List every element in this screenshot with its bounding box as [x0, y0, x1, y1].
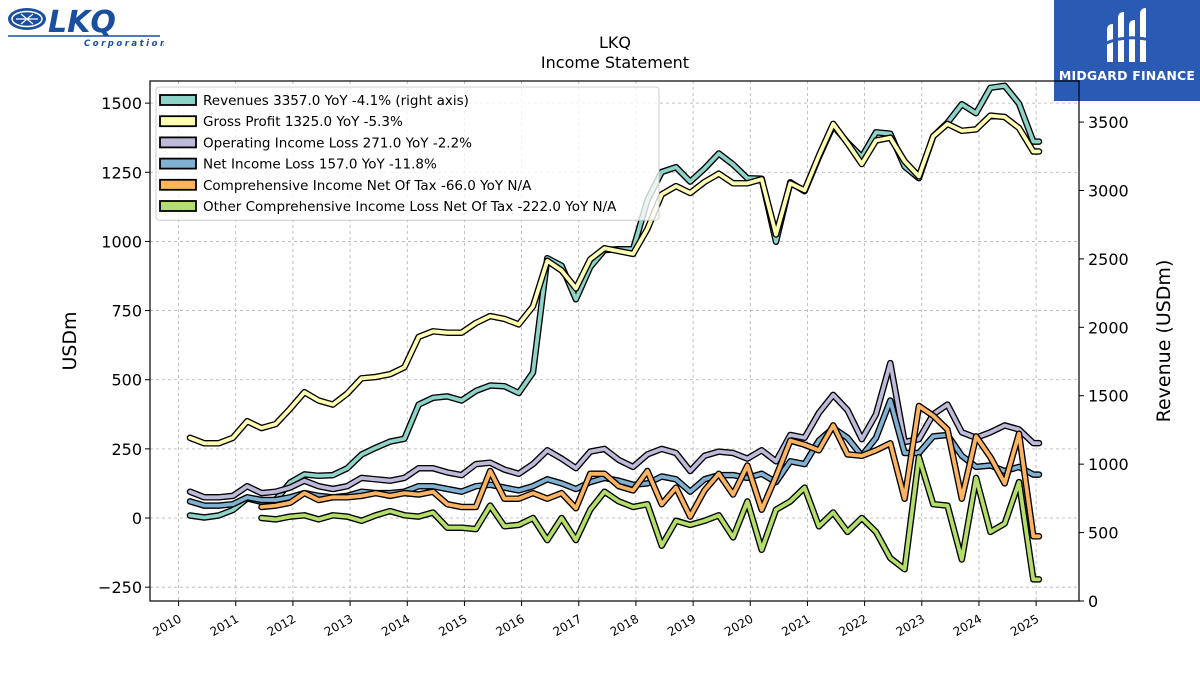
- y-tick-label-right: 2000: [1088, 318, 1129, 337]
- x-tick-label: 2014: [379, 612, 412, 639]
- x-tick-label: 2022: [836, 612, 869, 639]
- x-tick-label: 2017: [551, 612, 584, 639]
- legend-entry: Other Comprehensive Income Loss Net Of T…: [203, 199, 617, 215]
- legend-swatch: [159, 200, 197, 212]
- legend-entry: Revenues 3357.0 YoY -4.1% (right axis): [203, 93, 469, 109]
- y-tick-label-left: 1250: [101, 163, 142, 182]
- y-tick-label-right: 1500: [1088, 387, 1129, 406]
- x-tick-label: 2013: [322, 612, 355, 639]
- legend: Revenues 3357.0 YoY -4.1% (right axis) Gr…: [155, 86, 660, 221]
- x-tick-label: 2024: [951, 612, 984, 639]
- midgard-brand-text: MIDGARD FINANCE: [1058, 68, 1196, 83]
- y-tick-label-left: −250: [98, 578, 142, 597]
- x-tick-label: 2019: [665, 612, 698, 639]
- series-other-comprehensive-income-loss-net-of-tax: [258, 453, 1043, 583]
- plot-frame: [149, 80, 1080, 602]
- y-tick-label-left: 250: [111, 440, 142, 459]
- legend-entry: Net Income Loss 157.0 YoY -11.8%: [203, 157, 437, 173]
- chart-subtitle: Income Statement: [541, 53, 689, 72]
- x-tick-label: 2015: [436, 612, 469, 639]
- y-tick-label-left: 750: [111, 302, 142, 321]
- y-tick-label-right: 3500: [1088, 113, 1129, 132]
- legend-swatch: [159, 115, 197, 128]
- y-axis-label-left: USDm: [59, 311, 81, 370]
- chart-title: LKQ: [599, 33, 631, 52]
- series-line: [259, 404, 1041, 539]
- x-tick-label: 2018: [608, 612, 641, 639]
- x-tick-label: 2023: [894, 612, 927, 639]
- lkq-badge-icon: [8, 8, 46, 30]
- series-line: [188, 113, 1041, 446]
- x-tick-label: 2010: [150, 612, 183, 639]
- y-tick-label-right: 2500: [1088, 250, 1129, 269]
- legend-entry: Gross Profit 1325.0 YoY -5.3%: [203, 114, 403, 130]
- y-tick-label-left: 1000: [101, 232, 142, 251]
- lkq-logo: LKQ Corporation: [4, 2, 166, 52]
- y-tick-label-left: 500: [111, 371, 142, 390]
- y-tick-label-left: 0: [132, 509, 142, 528]
- y-tick-label-right: 1000: [1088, 455, 1129, 474]
- legend-entry: Comprehensive Income Net Of Tax -66.0 Yo…: [203, 178, 532, 194]
- x-tick-label: 2016: [493, 612, 526, 639]
- x-tick-label: 2021: [779, 612, 812, 639]
- legend-swatch: [159, 178, 197, 191]
- series-comprehensive-income-net-of-tax: [258, 402, 1043, 540]
- series-gross-profit: [186, 112, 1043, 447]
- x-tick-label: 2025: [1008, 612, 1041, 639]
- y-tick-label-right: 3000: [1088, 181, 1129, 200]
- midgard-mark-icon: [1103, 8, 1151, 62]
- legend-swatch: [159, 94, 197, 106]
- x-tick-label: 2011: [208, 612, 241, 639]
- series-lines: [186, 82, 1043, 583]
- x-tick-label: 2020: [722, 612, 755, 639]
- lkq-logo-subtext: Corporation: [84, 39, 164, 49]
- midgard-finance-logo: MIDGARD FINANCE: [1054, 0, 1200, 101]
- series-line: [259, 455, 1041, 582]
- legend-swatch: [159, 136, 197, 149]
- y-tick-label-right: 0: [1088, 592, 1098, 611]
- y-tick-label-left: 1500: [101, 94, 142, 113]
- y-tick-label-right: 500: [1088, 524, 1119, 543]
- legend-box: [155, 86, 660, 221]
- legend-swatch: [159, 157, 197, 170]
- lkq-logo-text: LKQ: [48, 5, 116, 40]
- y-axis-label-right: Revenue (USDm): [1153, 260, 1175, 423]
- x-tick-label: 2012: [265, 612, 298, 639]
- legend-entry: Operating Income Loss 271.0 YoY -2.2%: [203, 135, 472, 151]
